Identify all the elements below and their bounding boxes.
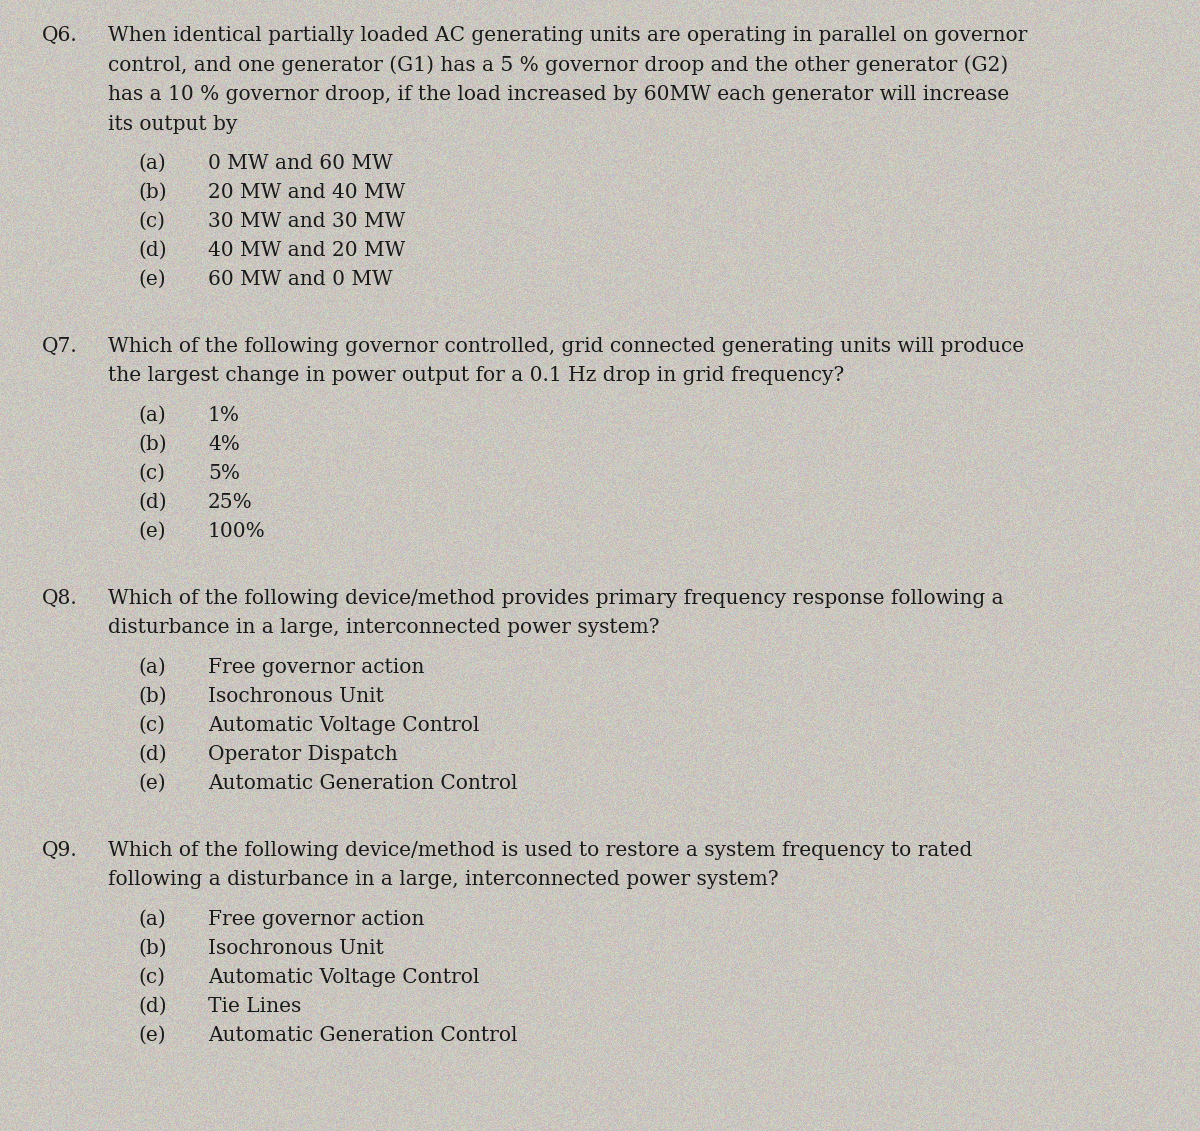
Text: Which of the following governor controlled, grid connected generating units will: Which of the following governor controll… [108,337,1024,356]
Text: Free governor action: Free governor action [208,910,425,929]
Text: (b): (b) [138,183,167,202]
Text: Tie Lines: Tie Lines [208,998,301,1016]
Text: (d): (d) [138,241,167,260]
Text: (c): (c) [138,464,166,483]
Text: (e): (e) [138,523,166,541]
Text: Isochronous Unit: Isochronous Unit [208,939,384,958]
Text: Which of the following device/method provides primary frequency response followi: Which of the following device/method pro… [108,589,1003,608]
Text: (e): (e) [138,1026,166,1045]
Text: following a disturbance in a large, interconnected power system?: following a disturbance in a large, inte… [108,871,779,889]
Text: 40 MW and 20 MW: 40 MW and 20 MW [208,241,406,260]
Text: (a): (a) [138,658,166,677]
Text: Which of the following device/method is used to restore a system frequency to ra: Which of the following device/method is … [108,841,972,860]
Text: (b): (b) [138,939,167,958]
Text: 60 MW and 0 MW: 60 MW and 0 MW [208,270,392,290]
Text: 100%: 100% [208,523,265,541]
Text: disturbance in a large, interconnected power system?: disturbance in a large, interconnected p… [108,619,660,638]
Text: 5%: 5% [208,464,240,483]
Text: control, and one generator (G1) has a 5 % governor droop and the other generator: control, and one generator (G1) has a 5 … [108,55,1008,75]
Text: 25%: 25% [208,493,253,512]
Text: (a): (a) [138,154,166,173]
Text: (d): (d) [138,493,167,512]
Text: Q7.: Q7. [42,337,78,356]
Text: (a): (a) [138,406,166,425]
Text: (c): (c) [138,211,166,231]
Text: When identical partially loaded AC generating units are operating in parallel on: When identical partially loaded AC gener… [108,26,1027,45]
Text: Free governor action: Free governor action [208,658,425,677]
Text: 4%: 4% [208,435,240,454]
Text: (e): (e) [138,270,166,290]
Text: Automatic Voltage Control: Automatic Voltage Control [208,968,479,987]
Text: (a): (a) [138,910,166,929]
Text: Automatic Generation Control: Automatic Generation Control [208,1026,517,1045]
Text: Q6.: Q6. [42,26,78,45]
Text: its output by: its output by [108,114,238,133]
Text: (c): (c) [138,968,166,987]
Text: (d): (d) [138,998,167,1016]
Text: the largest change in power output for a 0.1 Hz drop in grid frequency?: the largest change in power output for a… [108,366,845,386]
Text: (e): (e) [138,774,166,793]
Text: (b): (b) [138,435,167,454]
Text: Isochronous Unit: Isochronous Unit [208,687,384,706]
Text: Automatic Voltage Control: Automatic Voltage Control [208,716,479,735]
Text: (d): (d) [138,745,167,765]
Text: 1%: 1% [208,406,240,425]
Text: 30 MW and 30 MW: 30 MW and 30 MW [208,211,406,231]
Text: (c): (c) [138,716,166,735]
Text: (b): (b) [138,687,167,706]
Text: Automatic Generation Control: Automatic Generation Control [208,774,517,793]
Text: Operator Dispatch: Operator Dispatch [208,745,397,765]
Text: 20 MW and 40 MW: 20 MW and 40 MW [208,183,406,202]
Text: Q8.: Q8. [42,589,78,608]
Text: 0 MW and 60 MW: 0 MW and 60 MW [208,154,392,173]
Text: has a 10 % governor droop, if the load increased by 60MW each generator will inc: has a 10 % governor droop, if the load i… [108,85,1009,104]
Text: Q9.: Q9. [42,841,78,860]
